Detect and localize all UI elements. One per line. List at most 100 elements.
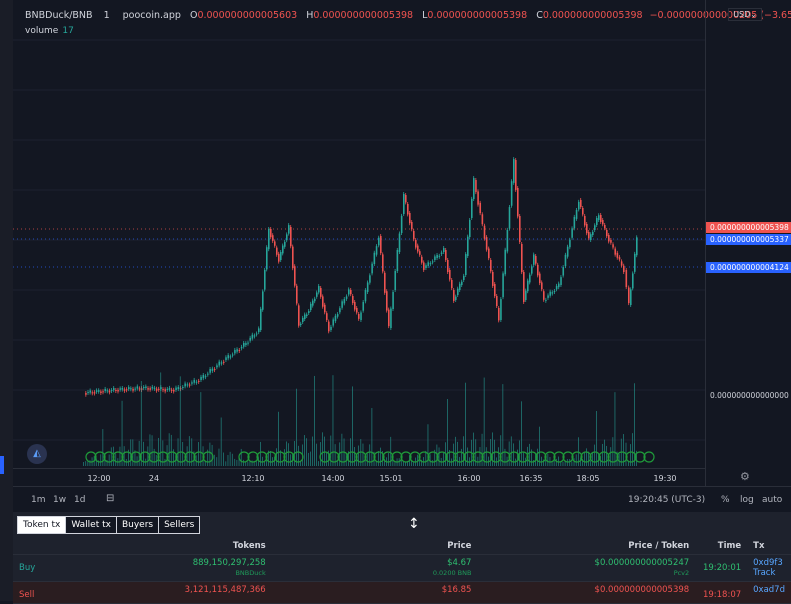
chart-canvas[interactable]: [13, 0, 705, 468]
candle-body: [177, 387, 180, 390]
legend-o-value: 0.000000000005603: [197, 10, 298, 21]
candle-body: [508, 207, 511, 229]
volume-bar: [531, 449, 532, 466]
time-axis[interactable]: 12:00 24 12:10 14:00 15:01 16:00 16:35 1…: [13, 468, 705, 487]
volume-bar: [614, 392, 616, 466]
gear-icon[interactable]: ⚙: [740, 470, 750, 483]
volume-bar: [278, 411, 279, 466]
collapse-handle[interactable]: [0, 456, 4, 474]
candle-body: [588, 232, 590, 239]
candle-body: [100, 391, 102, 394]
interval-1m-button[interactable]: 1m: [31, 495, 46, 505]
legend-l-value: 0.000000000005398: [427, 10, 528, 21]
candle-body: [606, 230, 608, 237]
volume-bar: [102, 429, 104, 466]
trade-marker: [247, 451, 259, 463]
row-track-link[interactable]: Track: [753, 568, 776, 578]
candle-body: [407, 204, 409, 215]
row-tx-link[interactable]: 0xd9f3: [753, 558, 783, 568]
volume-bar: [388, 453, 389, 466]
candle-body: [620, 261, 623, 266]
candle-body: [95, 390, 98, 392]
candle-body: [618, 257, 621, 260]
candle-body: [580, 200, 582, 208]
volume-bar: [280, 450, 281, 466]
candle-body: [128, 387, 130, 390]
tab-token-tx[interactable]: Token tx: [17, 516, 67, 534]
volume-bar: [310, 451, 311, 466]
trade-marker: [337, 451, 349, 463]
row-price: $16.85: [271, 581, 478, 604]
trade-marker: [184, 451, 196, 463]
candle-body: [151, 386, 154, 389]
trade-marker: [589, 451, 601, 463]
volume-bar: [173, 449, 174, 466]
candle-body: [276, 247, 278, 255]
time-tick: 16:35: [519, 474, 543, 483]
trade-marker: [373, 451, 385, 463]
volume-bar: [354, 447, 355, 466]
volume-bar: [128, 449, 129, 466]
candle-body: [360, 312, 362, 320]
candle-body: [125, 389, 128, 391]
volume-bar: [106, 459, 108, 466]
volume-bar: [523, 452, 524, 466]
resize-arrows-icon[interactable]: ↕: [408, 516, 420, 532]
chart-area[interactable]: BNBDuck/BNB 1 poocoin.app O0.00000000000…: [13, 0, 791, 512]
logo-icon[interactable]: ◭: [27, 444, 47, 464]
trade-marker: [454, 451, 466, 463]
table-row[interactable]: Sell 3,121,115,487,366 $16.85 $0.0000000…: [13, 581, 791, 604]
volume-bar: [558, 456, 559, 466]
candle-body: [584, 216, 586, 226]
candle-body: [143, 387, 145, 389]
auto-toggle[interactable]: auto: [762, 495, 783, 505]
chart-legend: BNBDuck/BNB 1 poocoin.app O0.00000000000…: [25, 10, 791, 21]
tab-buyers[interactable]: Buyers: [115, 516, 160, 534]
candle-body: [258, 328, 260, 333]
candle-body: [535, 256, 537, 264]
volume-bar: [449, 449, 450, 466]
volume-legend: volume 17: [25, 26, 74, 36]
volume-bar: [582, 458, 583, 466]
compare-icon[interactable]: ⊟: [106, 493, 115, 504]
candle-body: [312, 300, 314, 306]
time-tick: 24: [148, 474, 160, 483]
tab-wallet-tx[interactable]: Wallet tx: [65, 516, 117, 534]
row-tx-link[interactable]: 0xad7d: [753, 585, 785, 595]
volume-bar: [136, 456, 138, 466]
percent-toggle[interactable]: %: [721, 495, 730, 505]
candle-body: [260, 308, 262, 330]
table-row[interactable]: Buy 889,150,297,258 BNBDuck $4.67 0.0200 B…: [13, 554, 791, 582]
candle-body: [290, 227, 292, 247]
volume-bar: [274, 457, 275, 466]
candle-body: [523, 272, 525, 302]
volume-bar: [608, 460, 609, 466]
candle-body: [200, 376, 202, 380]
row-time: 19:18:07: [695, 581, 748, 604]
tab-sellers[interactable]: Sellers: [158, 516, 201, 534]
volume-bar: [318, 461, 319, 466]
currency-selector[interactable]: USD⌄: [728, 8, 762, 21]
interval-1d-button[interactable]: 1d: [74, 495, 86, 505]
candle-body: [513, 159, 515, 183]
interval-1w-button[interactable]: 1w: [53, 495, 67, 505]
candle-body: [298, 305, 300, 326]
candle-body: [366, 282, 369, 292]
volume-bar: [83, 462, 84, 466]
trade-marker: [607, 451, 619, 463]
candle-body: [453, 290, 455, 301]
candle-body: [533, 254, 535, 265]
volume-bar: [211, 444, 213, 466]
volume-bar: [384, 458, 385, 466]
candle-body: [245, 343, 247, 345]
trade-marker: [148, 451, 160, 463]
candle-body: [388, 309, 390, 327]
volume-bar: [461, 448, 462, 466]
volume-bar: [364, 456, 366, 466]
candle-body: [209, 369, 211, 373]
log-toggle[interactable]: log: [740, 495, 754, 505]
candle-body: [225, 357, 227, 360]
price-axis[interactable]: 0.000000000005398 0.000000000005337 0.00…: [705, 0, 791, 486]
candle-body: [310, 303, 312, 310]
volume-bar: [502, 384, 504, 466]
